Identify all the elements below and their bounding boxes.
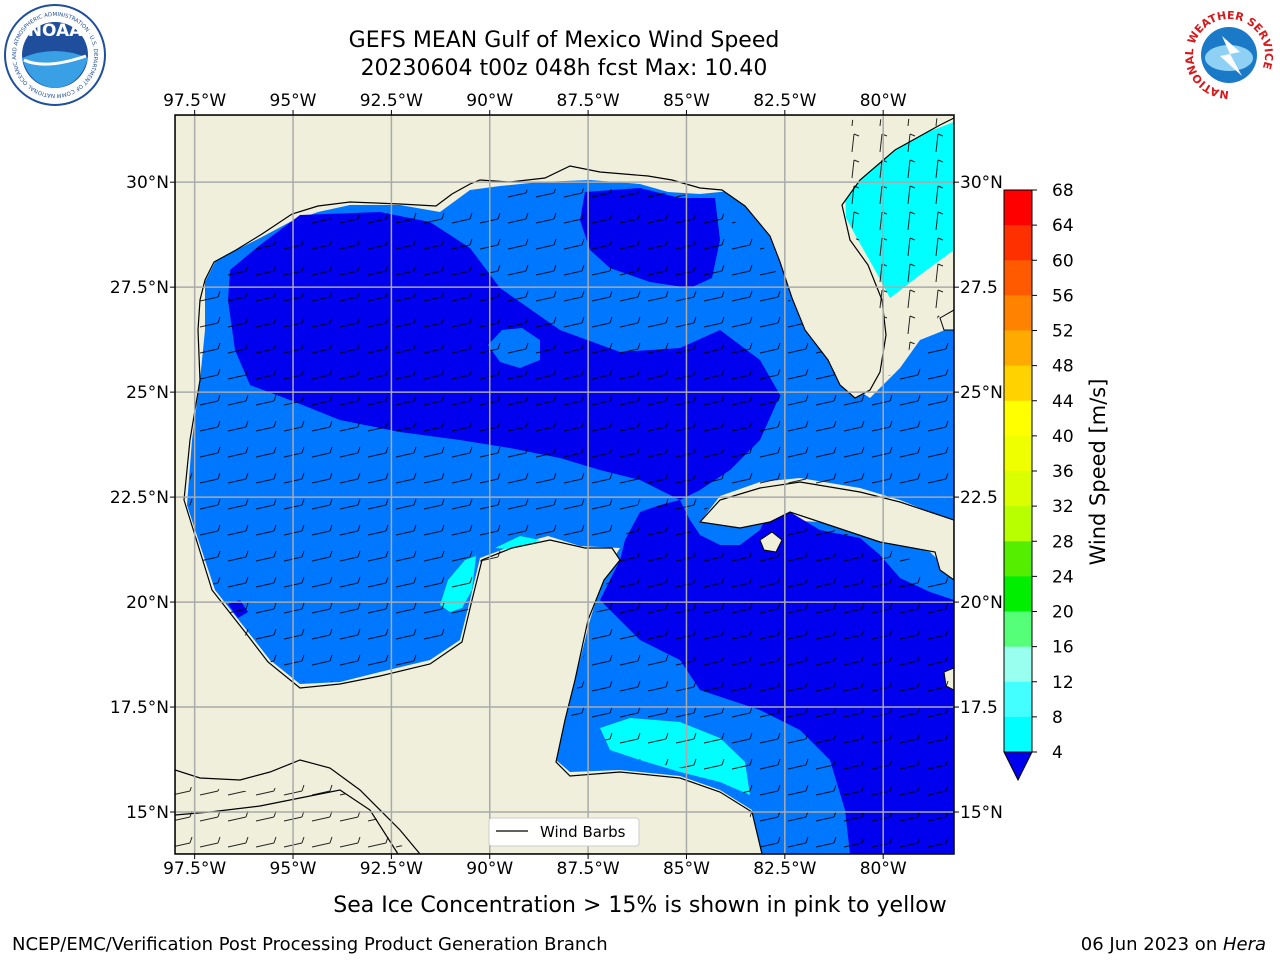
colorbar-tick-label: 32 [1052,497,1074,517]
colorbar-tick-label: 64 [1052,216,1074,236]
lat-tick-left-label: 25°N [126,383,169,403]
footer-date: 06 Jun 2023 on Hera [1081,934,1266,955]
colorbar-tick-label: 12 [1052,673,1074,693]
colorbar-tick-label: 48 [1052,357,1074,377]
lat-tick-left-label: 17.5°N [110,698,169,718]
map-frame [174,114,955,855]
colorbar-bin-15 [1004,716,1032,753]
lat-tick-left-label: 22.5°N [110,488,169,508]
lon-tick-top-label: 97.5°W [163,91,226,111]
footer-date-text: 06 Jun 2023 on [1081,934,1223,955]
lon-tick-bottom-label: 80°W [860,859,907,879]
lat-tick-left-label: 30°N [126,173,169,193]
map-plot [175,115,954,854]
colorbar-tick-label: 28 [1052,532,1074,552]
colorbar-tick-label: 24 [1052,567,1074,587]
colorbar-tick-label: 8 [1052,708,1063,728]
land-cuba [698,481,954,581]
colorbar-bin-10 [1004,541,1032,577]
colorbar-bin-4 [1004,330,1032,367]
lat-tick-left-label: 15°N [126,803,169,823]
wind-barbs-legend: Wind Barbs [488,817,640,847]
lon-tick-bottom-label: 97.5°W [163,859,226,879]
wind-barbs-overlay [188,188,954,854]
colorbar-tick-label: 20 [1052,603,1074,623]
colorbar-bin-14 [1004,681,1032,718]
lat-tick-left-label: 27.5°N [110,278,169,298]
lat-tick-right-label: 15°N [960,803,1003,823]
footer-machine: Hera [1223,934,1266,955]
legend-label: Wind Barbs [540,823,626,841]
colorbar-tick-label: 56 [1052,286,1074,306]
sea-ice-note: Sea Ice Concentration > 15% is shown in … [333,893,947,918]
chart-title: GEFS MEAN Gulf of Mexico Wind Speed [349,28,780,53]
lon-tick-bottom-label: 92.5°W [360,859,423,879]
lat-tick-right-label: 30°N [960,173,1003,193]
lon-tick-top-label: 80°W [860,91,907,111]
noaa-logo-icon: NOAA NATIONAL OCEANIC AND ATMOSPHERIC AD… [0,0,106,106]
lon-tick-top-label: 95°W [270,91,317,111]
lat-tick-left-label: 20°N [126,593,169,613]
lat-tick-right-label: 27.5 [960,278,998,298]
lon-tick-top-label: 82.5°W [753,91,816,111]
lon-tick-bottom-label: 90°W [466,859,513,879]
lat-tick-right-label: 25°N [960,383,1003,403]
wind-barbs-overlay-florida [846,118,954,360]
colorbar-bin-5 [1004,365,1032,402]
colorbar-tick-label: 40 [1052,427,1074,447]
colorbar-tick-label: 36 [1052,462,1074,482]
colorbar-bin-7 [1004,435,1032,472]
noaa-logo-text: NOAA [28,21,83,41]
colorbar-extend-arrow [1003,751,1033,782]
colorbar-tick-label: 16 [1052,638,1074,658]
colorbar-bin-6 [1004,400,1032,437]
footer-branch: NCEP/EMC/Verification Post Processing Pr… [12,934,608,955]
colorbar-tick-label: 52 [1052,322,1074,342]
map-axis-ticks: 97.5°W 97.5°W 95°W 95°W 92.5°W 92.5°W 90°W 90°W… [110,91,1003,879]
colorbar-bin-0 [1004,190,1032,226]
lon-tick-top-label: 90°W [466,91,513,111]
colorbar-tick-label: 44 [1052,392,1074,412]
colorbar-bin-13 [1004,646,1032,683]
lon-tick-bottom-label: 85°W [663,859,710,879]
colorbar-bin-8 [1004,471,1032,507]
map-gridlines [175,115,954,854]
lon-tick-bottom-label: 82.5°W [753,859,816,879]
colorbar-tick-label: 60 [1052,251,1074,271]
nws-logo-icon: NATIONAL WEATHER SERVICE [1181,7,1277,103]
colorbar-bin-2 [1004,260,1032,296]
colorbar-label: Wind Speed [m/s] [1086,379,1110,566]
colorbar-tick-label: 4 [1052,743,1063,763]
lon-tick-top-label: 87.5°W [557,91,620,111]
lon-tick-bottom-label: 87.5°W [557,859,620,879]
lat-tick-right-label: 20°N [960,593,1003,613]
colorbar-bin-1 [1004,225,1032,261]
lat-tick-right-label: 22.5 [960,488,998,508]
colorbar: 68 64 60 56 52 48 44 40 36 32 28 24 20 16 12 8 4 [1003,181,1074,782]
lon-tick-bottom-label: 95°W [270,859,317,879]
colorbar-bin-11 [1004,576,1032,612]
colorbar-bin-3 [1004,295,1032,331]
lon-tick-top-label: 85°W [663,91,710,111]
colorbar-tick-label: 68 [1052,181,1074,201]
colorbar-bin-9 [1004,506,1032,542]
land-bahamas [939,309,954,331]
colorbar-bin-12 [1004,611,1032,648]
chart-subtitle: 20230604 t00z 048h fcst Max: 10.40 [361,56,768,81]
lon-tick-top-label: 92.5°W [360,91,423,111]
lat-tick-right-label: 17.5 [960,698,998,718]
